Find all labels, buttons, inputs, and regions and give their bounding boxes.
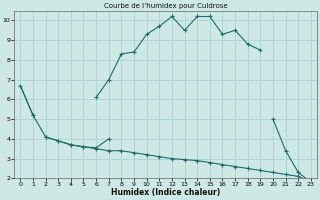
- Title: Courbe de l’humidex pour Culdrose: Courbe de l’humidex pour Culdrose: [104, 3, 228, 9]
- X-axis label: Humidex (Indice chaleur): Humidex (Indice chaleur): [111, 188, 220, 197]
